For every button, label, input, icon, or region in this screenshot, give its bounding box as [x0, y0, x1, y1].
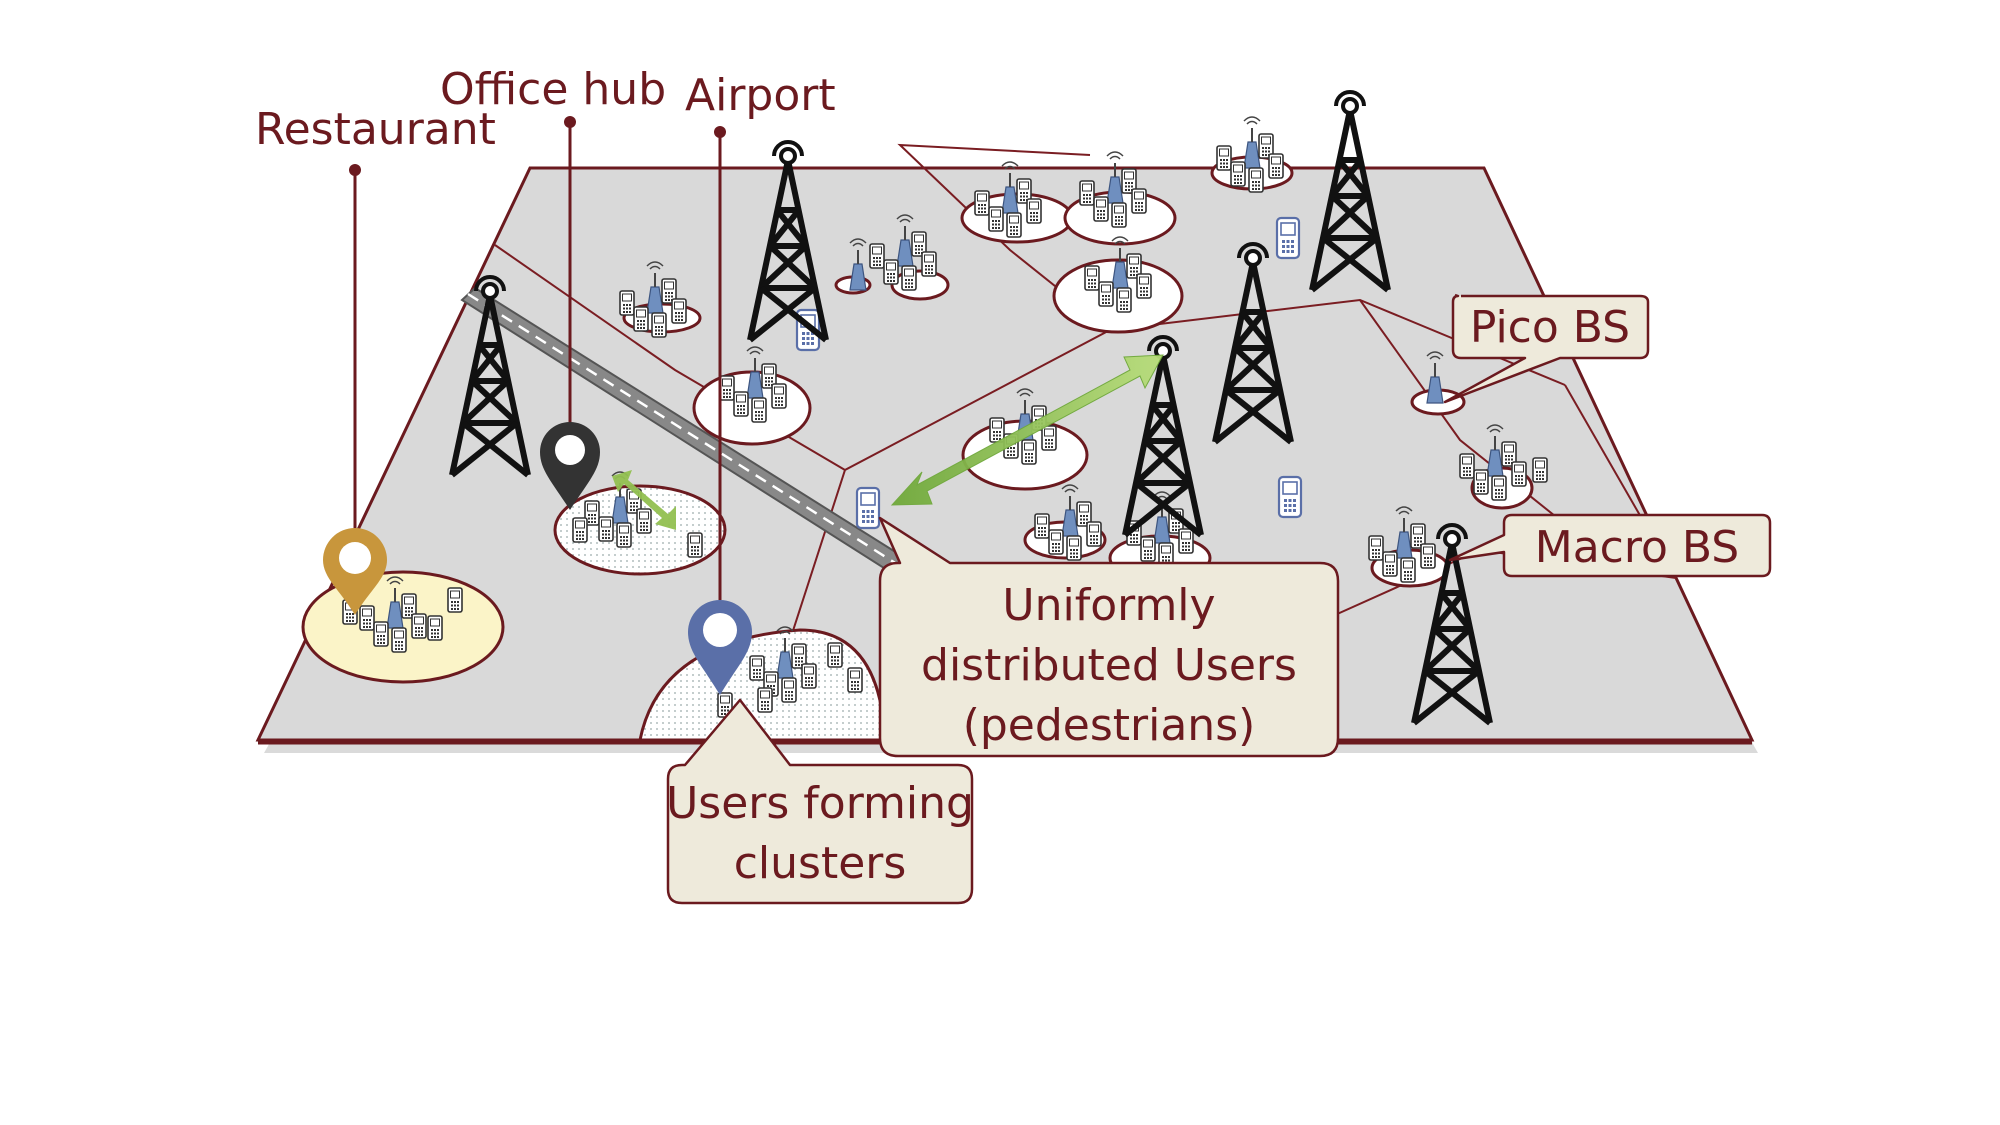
uniform-users-line-2: distributed Users [921, 640, 1297, 691]
map-pin-icon [540, 422, 600, 510]
pico-bs-callout: Pico BS [1443, 293, 1650, 404]
macro-bs-label: Macro BS [1535, 522, 1740, 573]
clusters-line-1: Users forming [666, 778, 974, 829]
map-pin-icon [688, 600, 752, 695]
airport-marker [688, 126, 752, 695]
macro-bs-callout: Macro BS [1448, 513, 1772, 578]
clusters-callout: Users forming clusters [666, 698, 974, 905]
uniform-users-line-3: (pedestrians) [963, 700, 1256, 751]
office-hub-label: Office hub [440, 64, 667, 115]
pico-bs-label: Pico BS [1470, 302, 1630, 353]
uniform-users-callout: Uniformly distributed Users (pedestrians… [878, 516, 1340, 758]
clusters-line-2: clusters [734, 838, 907, 889]
map-pin-icon [323, 528, 387, 615]
restaurant-label: Restaurant [255, 104, 496, 155]
office-hub-marker [540, 116, 600, 510]
restaurant-marker [323, 164, 387, 615]
airport-label: Airport [685, 70, 836, 121]
double-arrow-icon [612, 354, 1164, 530]
uniform-users-line-1: Uniformly [1002, 580, 1215, 631]
